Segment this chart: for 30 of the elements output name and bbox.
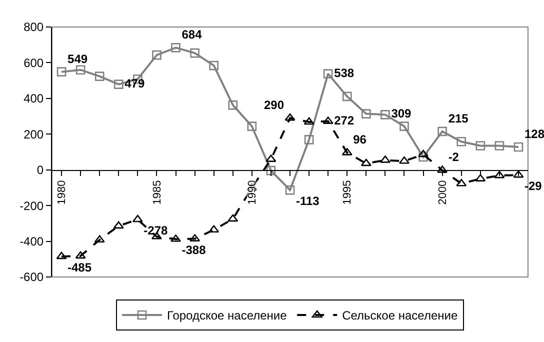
legend-label: Городское население: [167, 308, 288, 323]
y-tick-label: -600: [20, 270, 44, 284]
x-tick-label: 1980: [56, 180, 68, 205]
y-tick-label: 200: [24, 127, 44, 142]
data-label: 128: [524, 127, 544, 141]
x-tick-label: 1985: [151, 180, 164, 205]
data-label: 684: [182, 28, 202, 42]
y-tick-label: 400: [24, 92, 44, 106]
data-label: 272: [334, 113, 354, 128]
x-tick-label: 1995: [342, 180, 354, 205]
data-label: 549: [68, 52, 88, 66]
data-label: 479: [124, 76, 145, 90]
y-tick-label: -200: [20, 198, 44, 213]
y-tick-label: -400: [20, 234, 44, 248]
y-tick-label: 0: [36, 163, 44, 178]
data-label: 96: [353, 132, 367, 147]
y-tick-label: 800: [24, 20, 44, 34]
y-tick-label: 600: [24, 56, 44, 70]
data-label: -388: [182, 243, 206, 258]
data-label: 215: [448, 111, 469, 126]
data-label: -113: [296, 194, 320, 208]
data-label: -278: [144, 224, 168, 238]
data-label: -29: [524, 179, 542, 194]
data-label: -485: [68, 260, 92, 274]
x-tick-label: 2000: [436, 180, 449, 205]
data-label: -2: [448, 150, 460, 164]
data-label: 309: [391, 106, 412, 121]
data-label: 538: [334, 66, 354, 80]
legend-label: Сельское население: [342, 308, 458, 323]
data-label: 290: [264, 98, 284, 112]
